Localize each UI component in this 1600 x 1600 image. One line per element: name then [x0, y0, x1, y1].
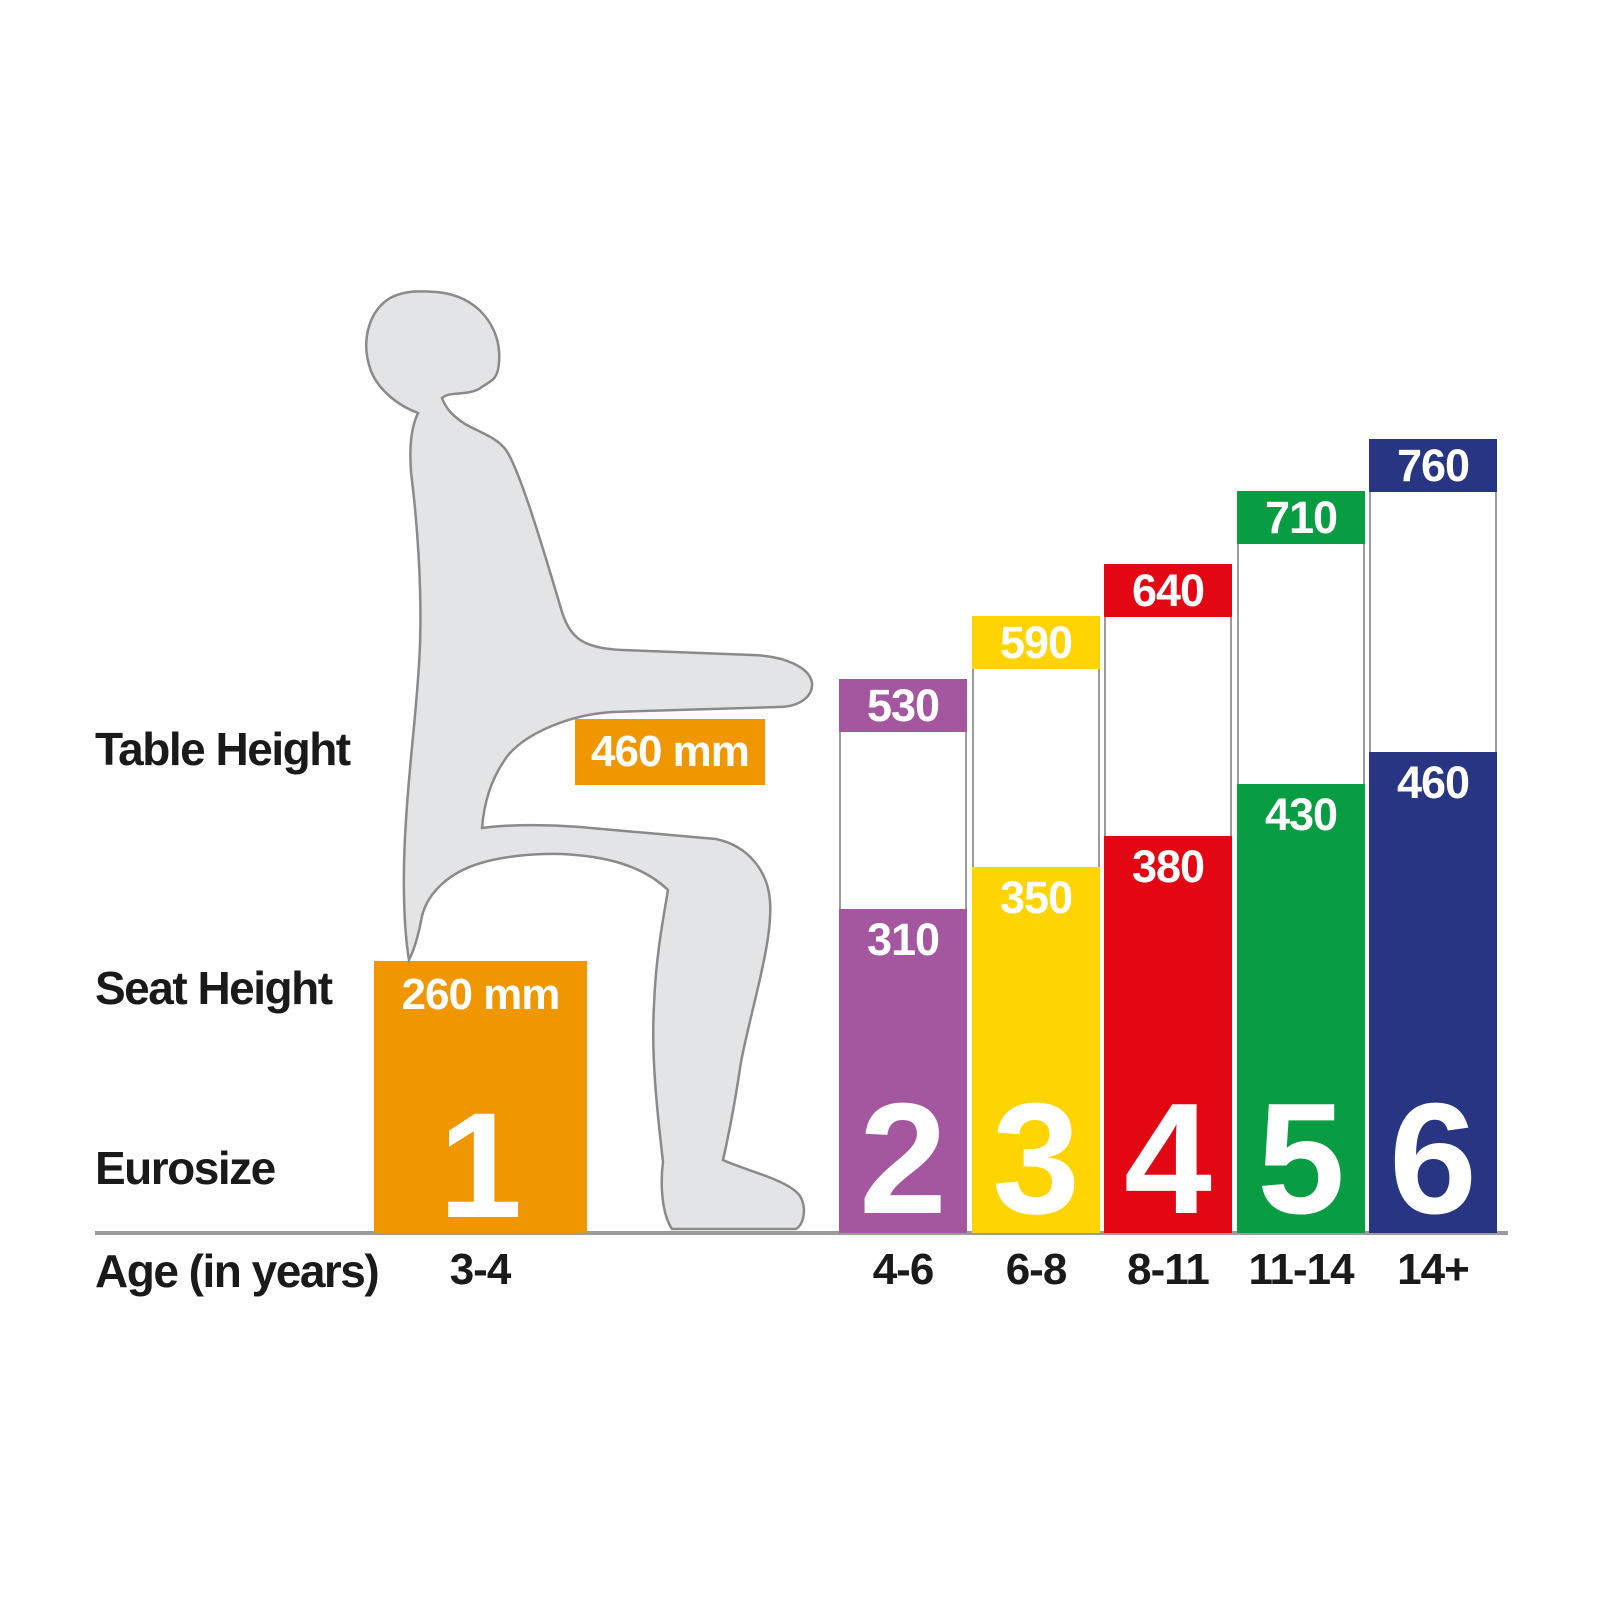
eurosize-bar-2: 530 310 2: [839, 679, 967, 1247]
ground-line: [95, 1231, 1508, 1235]
size1-table-height-tag: 460 mm: [575, 719, 765, 785]
age-row-label: Age (in years): [95, 1245, 380, 1297]
age-range: 4-6: [872, 1245, 935, 1294]
bar-middle-gap: [1104, 617, 1232, 836]
size1-age-range: 3-4: [449, 1245, 512, 1294]
table-height-value: 760: [1369, 439, 1497, 492]
seat-height-value: 310: [866, 914, 940, 965]
eurosize-bar-6: 760 460 6: [1369, 439, 1497, 1247]
eurosize-number: 4: [1124, 1070, 1212, 1247]
eurosize-number: 2: [859, 1070, 947, 1247]
bar-middle-gap: [972, 669, 1100, 867]
eurosize-bar-3: 590 350 3: [972, 616, 1100, 1247]
age-range: 11-14: [1248, 1245, 1354, 1294]
seat-height-value: 460: [1396, 757, 1470, 808]
size1-eurosize-number: 1: [438, 1081, 523, 1249]
eurosize-bar-5: 710 430 5: [1237, 491, 1365, 1247]
seat-height-value: 380: [1131, 841, 1205, 892]
age-range: 14+: [1397, 1245, 1470, 1294]
seat-height-value: 430: [1264, 789, 1338, 840]
age-range: 8-11: [1127, 1245, 1210, 1294]
table-height-value: 530: [839, 679, 967, 732]
seat-height-row-label: Seat Height: [95, 962, 333, 1014]
seat-height-segment: 460 6: [1369, 752, 1497, 1247]
size1-seat-height-value: 260 mm: [401, 970, 561, 1019]
age-range: 6-8: [1005, 1245, 1068, 1294]
bar-middle-gap: [1237, 544, 1365, 784]
seat-height-value: 350: [999, 872, 1073, 923]
size1-seat-box: 260 mm 1: [374, 961, 587, 1249]
eurosize-bar-4: 640 380 4: [1104, 564, 1232, 1247]
table-height-row-label: Table Height: [95, 723, 351, 775]
table-height-value: 640: [1104, 564, 1232, 617]
eurosize-number: 5: [1257, 1070, 1345, 1247]
bar-middle-gap: [839, 732, 967, 909]
table-height-value: 590: [972, 616, 1100, 669]
seat-height-segment: 380 4: [1104, 836, 1232, 1247]
person-outline: [365, 290, 814, 1231]
seat-height-segment: 430 5: [1237, 784, 1365, 1247]
seat-height-segment: 350 3: [972, 867, 1100, 1247]
eurosize-number: 3: [992, 1070, 1080, 1247]
table-height-value: 710: [1237, 491, 1365, 544]
bar-middle-gap: [1369, 492, 1497, 752]
seat-height-segment: 310 2: [839, 909, 967, 1247]
eurosize-row-label: Eurosize: [95, 1142, 276, 1194]
eurosize-number: 6: [1389, 1070, 1477, 1247]
